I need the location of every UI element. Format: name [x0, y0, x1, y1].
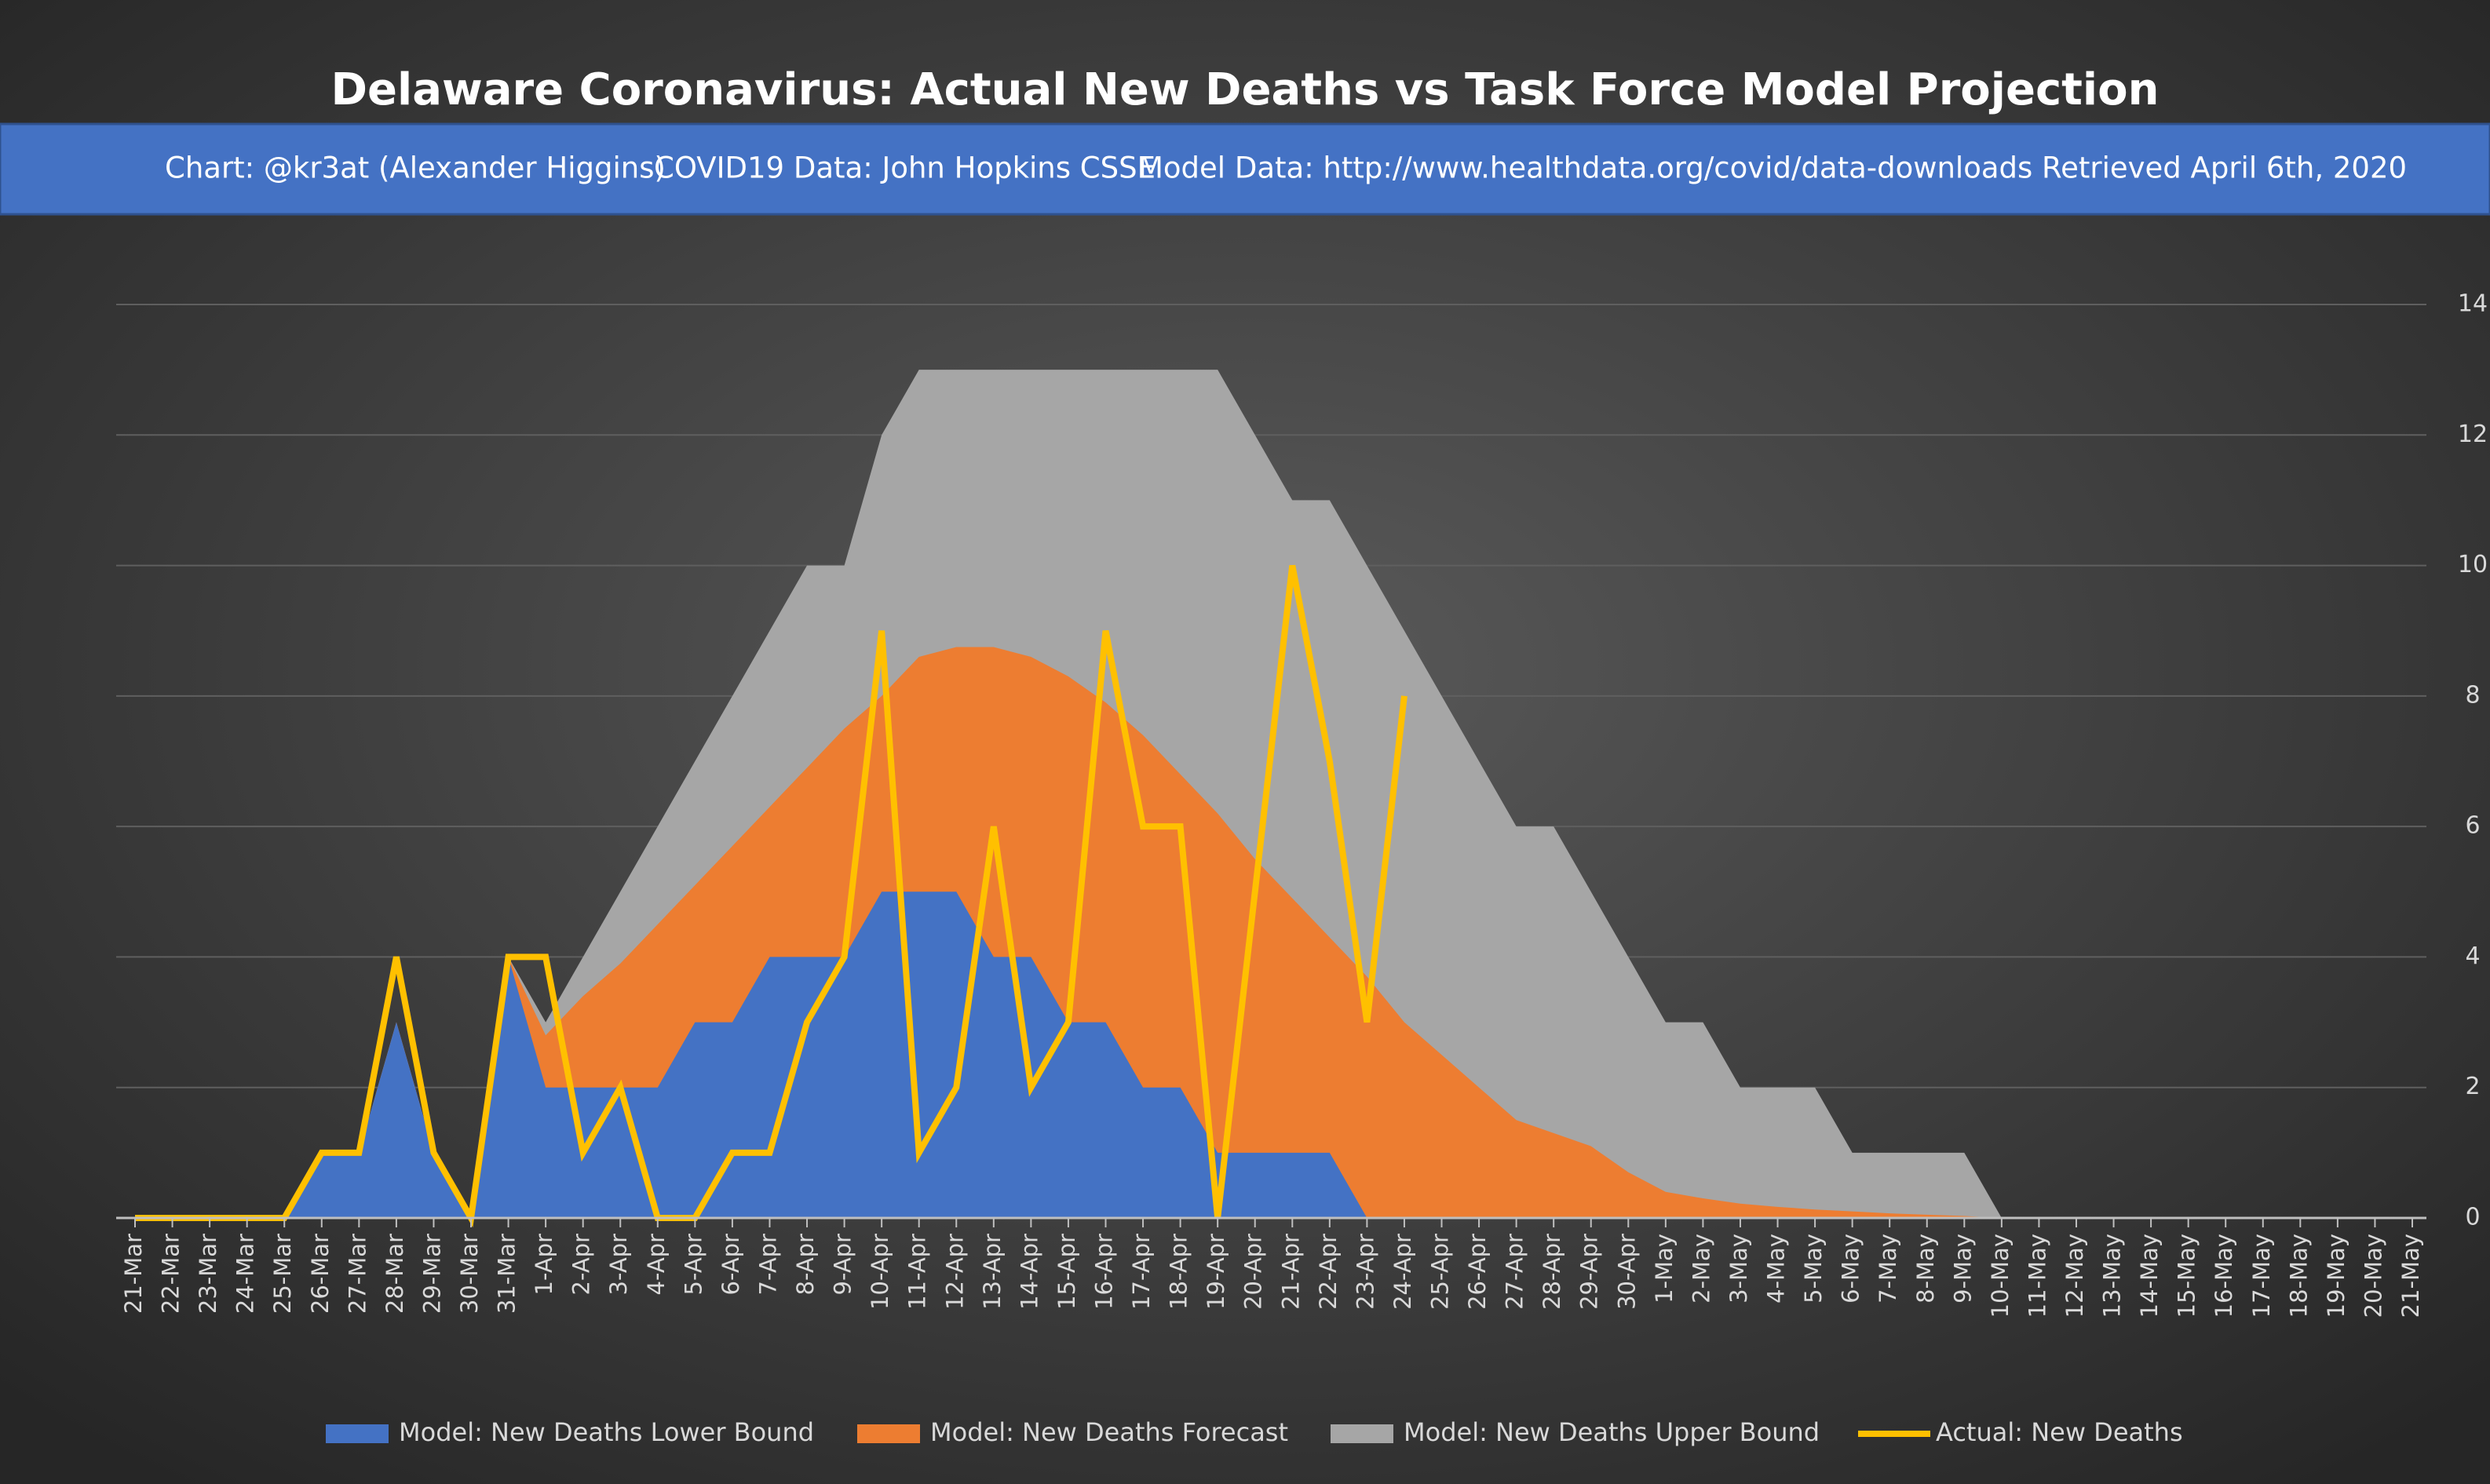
chart-title: Delaware Coronavirus: Actual New Deaths … [331, 64, 2160, 115]
legend-swatch [1331, 1424, 1393, 1443]
x-tick-label: 5-Apr [680, 1234, 706, 1296]
x-tick-label: 12-Apr [941, 1234, 968, 1310]
area [135, 891, 2412, 1218]
x-tick-label: 4-Apr [643, 1234, 670, 1296]
x-tick-label: 28-Mar [382, 1234, 408, 1314]
x-tick-label: 25-Mar [269, 1234, 296, 1314]
y-tick-label: 12 [2458, 421, 2488, 448]
plot [135, 370, 2412, 1228]
x-tick-label: 30-Mar [456, 1234, 483, 1314]
x-tick-label: 27-Mar [344, 1234, 371, 1314]
x-tick-label: 15-May [2174, 1234, 2200, 1318]
x-tick-label: 11-May [2024, 1234, 2050, 1318]
x-tick-label: 24-Apr [1389, 1234, 1416, 1310]
y-tick-label: 8 [2465, 681, 2480, 709]
subtitle-band [0, 122, 2490, 216]
x-tick-label: 14-May [2136, 1234, 2163, 1318]
x-tick-label: 22-Apr [1315, 1234, 1342, 1310]
y-tick-label: 14 [2458, 290, 2488, 318]
x-tick-label: 8-May [1912, 1234, 1939, 1304]
x-tick-label: 13-May [2099, 1234, 2126, 1318]
x-tick-label: 18-Apr [1166, 1234, 1192, 1310]
x-tick-label: 12-May [2061, 1234, 2088, 1318]
legend: Model: New Deaths Lower Bound Model: New … [326, 1417, 2183, 1447]
legend-label: Model: New Deaths Lower Bound [399, 1417, 814, 1447]
x-tick-label: 22-Mar [158, 1234, 184, 1314]
x-tick-label: 2-May [1688, 1234, 1714, 1304]
x-tick-label: 19-May [2323, 1234, 2349, 1318]
x-tick-label: 15-Apr [1053, 1234, 1080, 1310]
x-tick-label: 2-Apr [568, 1234, 595, 1296]
subtitle-text: Model Data: http://www.healthdata.org/co… [1138, 151, 2407, 185]
legend-label: Model: New Deaths Upper Bound [1404, 1417, 1820, 1447]
x-tick-label: 11-Apr [904, 1234, 931, 1310]
x-tick-label: 1-Apr [531, 1234, 557, 1296]
x-tick-label: 4-May [1763, 1234, 1790, 1304]
legend-swatch [857, 1424, 920, 1443]
x-tick-label: 31-Mar [494, 1234, 520, 1314]
x-tick-label: 28-Apr [1539, 1234, 1565, 1310]
axes: 0 2 4 6 8 10 12 14 21-Mar 22-Mar 23-Mar 24-Mar 25-Ma… [116, 290, 2488, 1318]
x-tick-label: 20-May [2360, 1234, 2386, 1318]
x-tick-label: 10-May [1987, 1234, 2014, 1318]
subtitle-text: Chart: @kr3at (Alexander Higgins) [165, 151, 666, 185]
x-tick-label: 26-Apr [1464, 1234, 1491, 1310]
x-tick-label: 20-Apr [1240, 1234, 1267, 1310]
x-tick-label: 10-Apr [867, 1234, 893, 1310]
legend-label: Model: New Deaths Forecast [930, 1417, 1288, 1447]
x-tick-label: 27-Apr [1502, 1234, 1528, 1310]
x-tick-label: 6-May [1838, 1234, 1864, 1304]
x-tick-label: 6-Apr [717, 1234, 744, 1296]
x-tick-label: 1-May [1651, 1234, 1678, 1304]
x-tick-label: 5-May [1800, 1234, 1827, 1304]
x-tick-label: 16-Apr [1090, 1234, 1117, 1310]
x-tick-label: 23-Mar [195, 1234, 221, 1314]
x-tick-label: 29-Apr [1576, 1234, 1603, 1310]
line [135, 564, 1407, 1228]
legend-label: Actual: New Deaths [1936, 1417, 2183, 1447]
y-tick-label: 2 [2465, 1073, 2480, 1100]
x-tick-label: 19-Apr [1203, 1234, 1229, 1310]
y-tick-label: 4 [2465, 943, 2480, 970]
x-tick-label: 3-Apr [605, 1234, 632, 1296]
x-tick-label: 14-Apr [1016, 1234, 1042, 1310]
x-tick-label: 26-Mar [307, 1234, 334, 1314]
y-tick-label: 10 [2458, 551, 2488, 578]
x-tick-label: 9-May [1949, 1234, 1976, 1304]
subtitle: Chart: @kr3at (Alexander Higgins)COVID19… [165, 151, 2407, 185]
x-tick-label: 7-Apr [754, 1234, 781, 1296]
x-tick-label: 30-Apr [1613, 1234, 1640, 1310]
x-tick-label: 23-Apr [1352, 1234, 1378, 1310]
x-tick-label: 29-Mar [418, 1234, 445, 1314]
y-tick-label: 6 [2465, 812, 2480, 840]
x-tick-label: 25-Apr [1427, 1234, 1454, 1310]
x-tick-label: 9-Apr [830, 1234, 856, 1296]
x-tick-label: 21-Apr [1277, 1234, 1304, 1310]
x-tick-label: 21-May [2397, 1234, 2424, 1318]
x-tick-label: 17-May [2248, 1234, 2275, 1318]
x-tick-label: 17-Apr [1128, 1234, 1155, 1310]
x-tick-label: 18-May [2285, 1234, 2312, 1318]
y-tick-label: 0 [2465, 1204, 2480, 1231]
x-tick-label: 16-May [2211, 1234, 2237, 1318]
x-tick-label: 8-Apr [792, 1234, 819, 1296]
x-tick-label: 24-Mar [232, 1234, 259, 1314]
subtitle-text: COVID19 Data: John Hopkins CSSE [654, 151, 1156, 185]
legend-swatch [326, 1424, 389, 1443]
x-tick-label: 3-May [1725, 1234, 1752, 1304]
x-tick-label: 21-Mar [120, 1234, 147, 1314]
x-tick-label: 7-May [1875, 1234, 1901, 1304]
x-tick-label: 13-Apr [979, 1234, 1006, 1310]
